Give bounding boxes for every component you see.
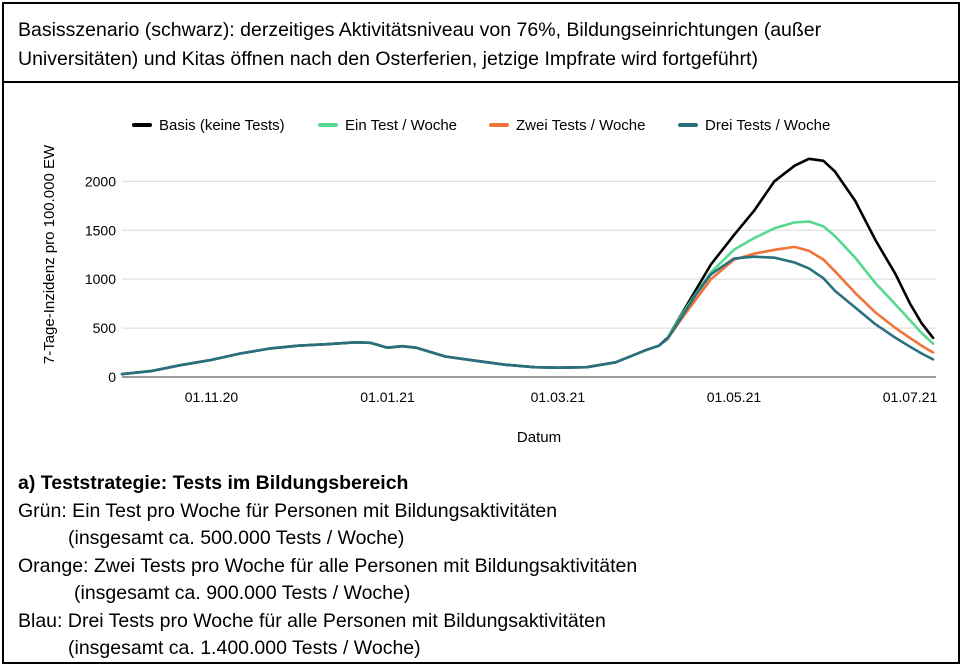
- legend-item-3: Drei Tests / Woche: [678, 117, 830, 134]
- y-tick-label: 1000: [85, 271, 116, 287]
- series-line-3: [120, 255, 935, 376]
- incidence-line-chart: Basis (keine Tests) Ein Test / Woche Zwei …: [41, 117, 938, 446]
- x-axis-ticks: 01.11.20 01.01.21 01.03.21 01.05.21 01.07.21: [185, 389, 938, 405]
- scenario-description: Basisszenario (schwarz): derzeitiges Akt…: [4, 4, 958, 83]
- note-blue-total: (insgesamt ca. 1.400.000 Tests / Woche): [68, 637, 421, 659]
- x-tick-label: 01.05.21: [707, 389, 762, 405]
- y-tick-label: 0: [108, 369, 116, 385]
- note-green-total: (insgesamt ca. 500.000 Tests / Woche): [68, 527, 405, 549]
- y-axis-ticks: 0 500 1000 1500 2000: [85, 173, 116, 385]
- x-tick-label: 01.07.21: [883, 389, 938, 405]
- legend-label: Drei Tests / Woche: [705, 117, 830, 134]
- y-tick-label: 1500: [85, 222, 116, 238]
- y-tick-label: 2000: [85, 173, 116, 189]
- series-line-0: [120, 157, 935, 376]
- note-orange-total: (insgesamt ca. 900.000 Tests / Woche): [74, 582, 411, 604]
- note-blue: Blau: Drei Tests pro Woche für alle Pers…: [18, 609, 606, 632]
- legend-item-0: Basis (keine Tests): [132, 117, 285, 134]
- x-tick-label: 01.01.21: [360, 389, 415, 405]
- notes-heading: a) Teststrategie: Tests im Bildungsberei…: [18, 472, 409, 494]
- x-tick-label: 01.11.20: [185, 389, 239, 405]
- x-axis-label: Datum: [517, 429, 561, 446]
- y-tick-label: 500: [93, 320, 117, 336]
- legend-label: Basis (keine Tests): [159, 117, 285, 134]
- legend-label: Ein Test / Woche: [345, 117, 457, 134]
- chart-grid: [122, 180, 936, 378]
- legend-label: Zwei Tests / Woche: [516, 117, 646, 134]
- y-axis-label: 7-Tage-Inzidenz pro 100.000 EW: [41, 144, 58, 364]
- legend-item-1: Ein Test / Woche: [318, 117, 457, 134]
- legend-item-2: Zwei Tests / Woche: [489, 117, 646, 134]
- note-orange: Orange: Zwei Tests pro Woche für alle Pe…: [18, 554, 638, 577]
- chart-series: [120, 157, 935, 376]
- chart-legend: Basis (keine Tests) Ein Test / Woche Zwei …: [132, 117, 830, 134]
- series-line-2: [666, 245, 935, 354]
- x-tick-label: 01.03.21: [531, 389, 586, 405]
- test-strategy-notes: a) Teststrategie: Tests im Bildungsberei…: [18, 470, 637, 663]
- note-green: Grün: Ein Test pro Woche für Personen mi…: [18, 499, 558, 522]
